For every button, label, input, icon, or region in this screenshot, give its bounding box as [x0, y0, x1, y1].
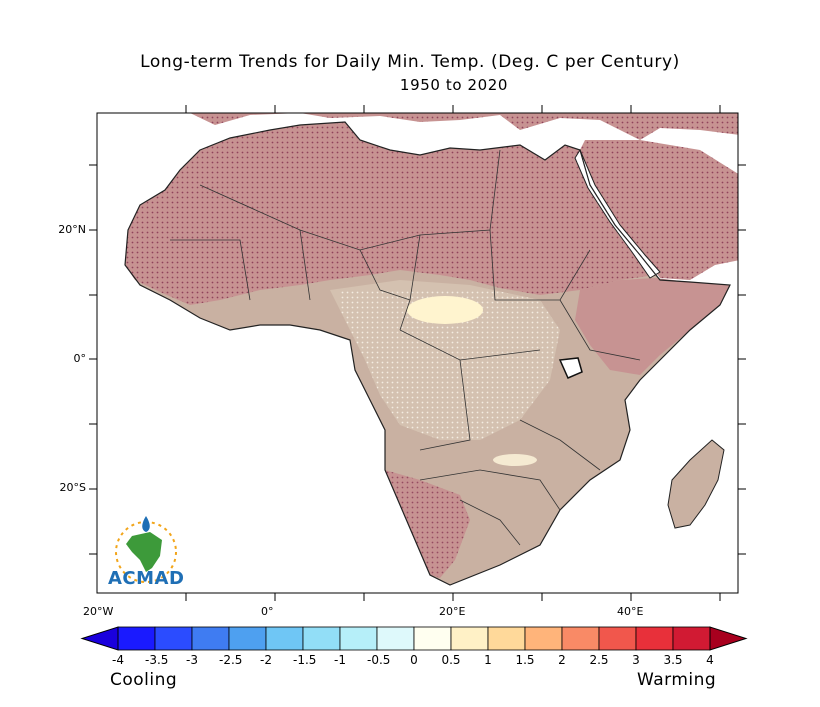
axis-ticks: [89, 105, 746, 601]
colorbar-tick-label: -3.5: [145, 653, 169, 667]
colorbar-tick-label: -4: [112, 653, 124, 667]
colorbar-high-arrow: [709, 626, 748, 651]
lon-tick-label: 40°E: [617, 605, 644, 618]
lat-tick-label: 20°N: [58, 222, 86, 236]
colorbar-swatch: [154, 626, 193, 651]
colorbar-swatch: [487, 626, 526, 651]
colorbar-tick-label: 0.5: [441, 653, 461, 667]
colorbar-tick-label: 4: [706, 653, 714, 667]
lon-tick-label: 0°: [261, 605, 274, 618]
colorbar-right-label: Warming: [637, 670, 717, 690]
colorbar-swatch: [561, 626, 600, 651]
map-frame: [96, 112, 739, 594]
pale-anomaly-central: [407, 296, 483, 324]
colorbar-tick-label: 1.5: [515, 653, 535, 667]
colorbar-swatch: [672, 626, 711, 651]
coastline: [124, 121, 731, 586]
colorbar-tick-label: -3: [186, 653, 198, 667]
pale-anomaly-south: [493, 454, 537, 466]
acmad-logo: [115, 516, 177, 583]
colorbar-swatch: [376, 626, 415, 651]
lat-tick-label: 20°S: [59, 481, 86, 495]
colorbar-swatch: [450, 626, 489, 651]
colorbar-low-arrow: [80, 626, 119, 651]
colorbar-tick-label: 3: [632, 653, 640, 667]
map-subtitle: 1950 to 2020: [399, 76, 509, 94]
map-title: Long-term Trends for Daily Min. Temp. (D…: [140, 52, 680, 72]
madagascar: [667, 439, 725, 529]
lon-tick-label: 20°W: [83, 605, 114, 618]
lon-tick-label: 20°E: [439, 605, 466, 618]
colorbar-swatch: [302, 626, 341, 651]
colorbar-tick-label: -2.5: [219, 653, 243, 667]
country-borders: [170, 149, 641, 546]
colorbar-tick-label: 0: [410, 653, 418, 667]
lat-tick-label: 0°: [73, 352, 87, 365]
colorbar-swatch: [598, 626, 637, 651]
colorbar-tick-label: 1: [484, 653, 492, 667]
colorbar-left-label: Cooling: [110, 670, 178, 690]
colorbar-swatch: [265, 626, 304, 651]
colorbar-swatch: [524, 626, 563, 651]
colorbar-swatch: [191, 626, 230, 651]
lake-victoria: [558, 357, 583, 379]
colorbar-swatch: [117, 626, 156, 651]
colorbar-tick-label: -1.5: [293, 653, 317, 667]
colorbar: [80, 626, 748, 651]
colorbar-swatch: [228, 626, 267, 651]
colorbar-tick-label: 3.5: [663, 653, 683, 667]
horn-warm-region: [575, 278, 730, 375]
colorbar-tick-label: 2.5: [589, 653, 609, 667]
colorbar-swatch: [339, 626, 378, 651]
colorbar-tick-label: 2: [558, 653, 566, 667]
colorbar-tick-label: -2: [260, 653, 272, 667]
colorbar-tick-label: -1: [334, 653, 346, 667]
colorbar-tick-label: -0.5: [367, 653, 391, 667]
colorbar-swatch: [635, 626, 674, 651]
acmad-logo-text: ACMAD: [108, 568, 185, 589]
colorbar-swatch: [413, 626, 452, 651]
